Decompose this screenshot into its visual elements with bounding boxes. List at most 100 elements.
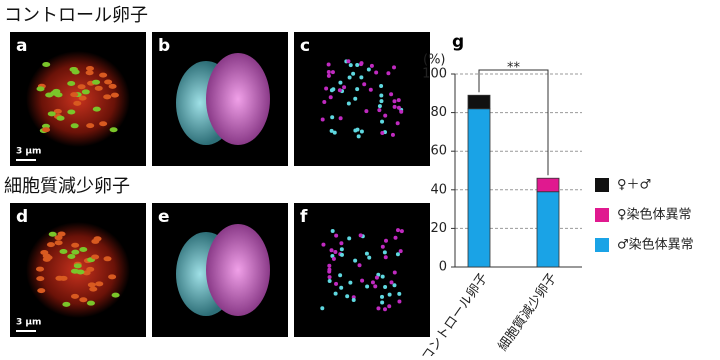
dot — [364, 251, 369, 256]
chromosome — [36, 276, 45, 282]
chromosome — [42, 62, 51, 68]
dot — [355, 63, 360, 68]
dot — [399, 109, 404, 114]
dot — [358, 233, 363, 238]
dot — [320, 117, 325, 122]
chromosome — [46, 242, 55, 248]
dot — [339, 247, 344, 252]
scale-label: 3 μm — [16, 147, 41, 157]
dot — [329, 248, 334, 253]
dot — [359, 75, 364, 80]
dot — [377, 108, 382, 113]
dot — [397, 291, 402, 296]
chromosome — [42, 127, 51, 133]
chromosome — [87, 282, 96, 288]
dot — [364, 109, 369, 114]
dot — [383, 285, 388, 290]
dot — [346, 101, 351, 106]
dot — [369, 63, 374, 68]
dot — [374, 275, 379, 280]
chromosome — [93, 236, 102, 242]
chromosome — [71, 249, 80, 255]
dot — [338, 80, 343, 85]
legend-label: ♀＋♂ — [617, 178, 651, 193]
dot — [365, 284, 370, 289]
dot — [390, 132, 395, 137]
dot — [395, 252, 400, 257]
dot — [392, 104, 397, 109]
chromosome — [110, 92, 119, 98]
dot — [396, 105, 401, 110]
chromosome — [70, 293, 79, 299]
chromosome — [95, 281, 104, 287]
dot — [389, 280, 394, 285]
dot — [389, 92, 394, 97]
dot — [386, 71, 391, 76]
dot — [326, 70, 331, 75]
dot — [374, 70, 379, 75]
chromosome — [37, 288, 46, 294]
dot — [359, 62, 364, 67]
bar — [536, 191, 560, 268]
chromosome — [52, 88, 61, 94]
chromosome — [92, 106, 101, 112]
panel-label: c — [300, 36, 310, 56]
dot — [357, 263, 362, 268]
chromosome — [73, 263, 82, 269]
chromosome — [86, 266, 95, 272]
dot — [377, 104, 382, 109]
dot — [327, 278, 332, 283]
chromosome — [54, 235, 63, 241]
chromosome — [85, 66, 94, 72]
dot — [333, 291, 338, 296]
dot — [397, 299, 402, 304]
dot — [392, 283, 397, 288]
dot — [353, 258, 358, 263]
dot — [327, 267, 332, 272]
dot — [347, 75, 352, 80]
micrograph — [294, 203, 430, 337]
dot — [345, 294, 350, 299]
dot — [392, 99, 397, 104]
panel-label: e — [158, 207, 170, 227]
dot — [320, 306, 325, 311]
dot — [376, 306, 381, 311]
chromosome — [99, 72, 108, 78]
chromosome — [59, 248, 68, 254]
dot — [395, 228, 400, 233]
bar — [467, 94, 491, 110]
chromosome — [111, 292, 120, 298]
y-tick-label: 20 — [430, 221, 447, 236]
dot — [353, 96, 358, 101]
chromosome — [103, 256, 112, 262]
chromosome — [67, 253, 76, 259]
chromosome — [103, 94, 112, 100]
chromosome — [86, 300, 95, 306]
chromosome — [85, 70, 94, 76]
dot — [382, 307, 387, 312]
chromosome — [99, 121, 108, 127]
chromosome — [62, 301, 71, 307]
y-tick-label: 100 — [422, 67, 447, 82]
dot — [330, 229, 335, 234]
dot — [330, 115, 335, 120]
dot — [392, 270, 397, 275]
chromosome — [91, 254, 100, 260]
dot — [367, 255, 372, 260]
dot — [380, 244, 385, 249]
dot — [396, 98, 401, 103]
chromosome — [92, 79, 101, 85]
chromosome — [67, 80, 76, 86]
chromosome — [109, 127, 118, 133]
dot — [379, 93, 384, 98]
panel-label: b — [158, 36, 170, 56]
dot — [380, 274, 385, 279]
dot — [329, 128, 334, 133]
images: a 3 μm b c d 3 μm e f — [10, 32, 430, 337]
chromosome — [77, 84, 86, 90]
dot — [359, 129, 364, 134]
chromosome — [94, 85, 103, 91]
dot — [338, 116, 343, 121]
chromosome — [44, 255, 53, 261]
